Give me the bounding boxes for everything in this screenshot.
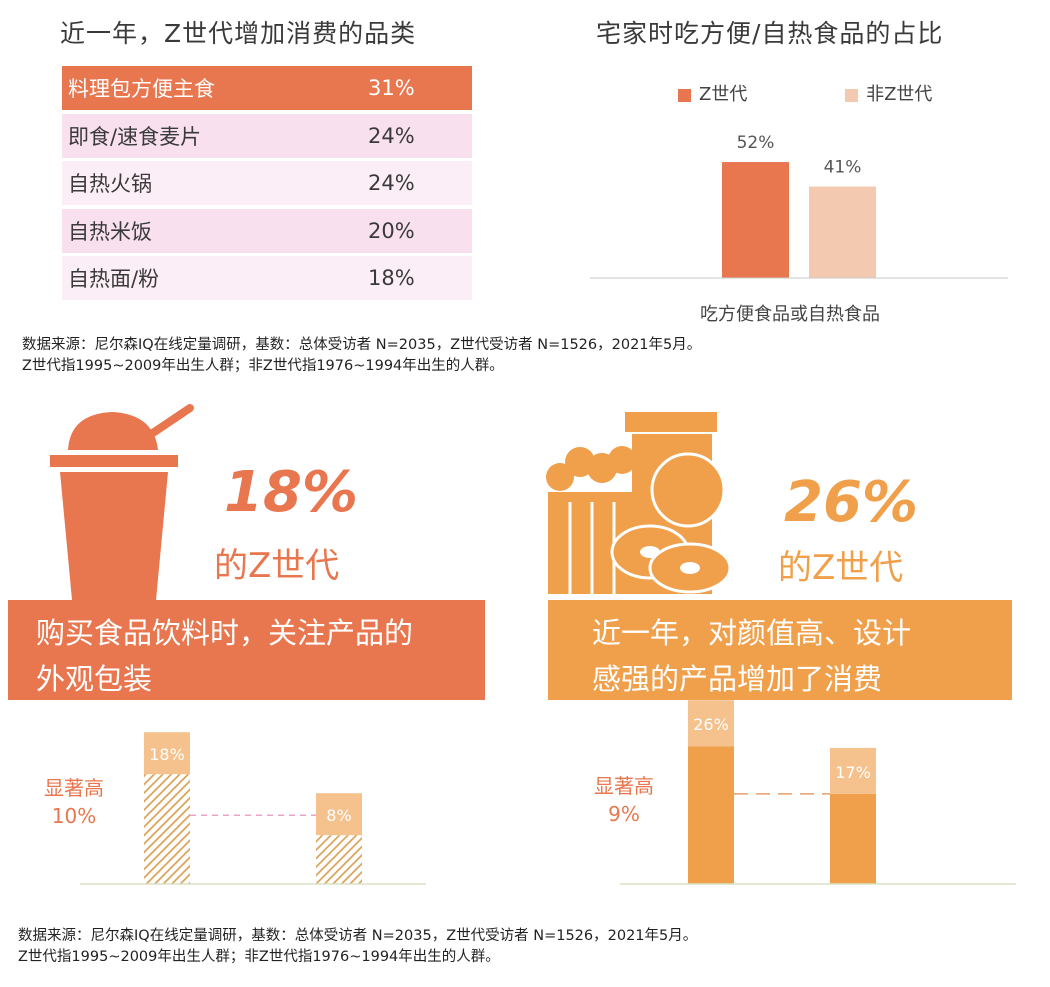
row-label: 自热火锅 <box>68 172 152 196</box>
bar-label-box <box>688 700 734 747</box>
big-percent-right: 26% <box>784 470 919 535</box>
bottom-right-chart: 26% 17% <box>620 700 1016 885</box>
table-title: 近一年，Z世代增加消费的品类 <box>60 19 417 48</box>
source-note-top: 数据来源：尼尔森IQ在线定量调研，基数：总体受访者 N=2035，Z世代受访者 … <box>22 335 701 377</box>
bar-label-box <box>830 747 876 794</box>
hatched-bar <box>316 835 362 884</box>
row-value: 20% <box>368 218 415 243</box>
banner-right-line1: 近一年，对颜值高、设计 <box>592 616 912 650</box>
big-percent-left: 18% <box>224 460 359 525</box>
hatched-bar <box>144 774 190 884</box>
chart-legend: Z世代 非Z世代 <box>678 80 932 106</box>
row-value: 24% <box>368 123 415 148</box>
table-row: 即食/速食麦片 24% <box>62 113 472 158</box>
row-value: 31% <box>368 76 415 100</box>
bar <box>830 793 876 884</box>
table-row: 料理包方便主食 31% <box>62 66 472 110</box>
banner-left: 购买食品饮料时，关注产品的 外观包装 <box>8 600 485 700</box>
banner-right-line2: 感强的产品增加了消费 <box>592 662 883 696</box>
table-row: 自热米饭 20% <box>62 208 472 253</box>
row-label: 自热面/粉 <box>68 267 160 291</box>
bar-value-label: 17% <box>835 763 871 782</box>
row-label: 即食/速食麦片 <box>68 124 202 149</box>
bar-genz <box>722 162 789 278</box>
row-value: 18% <box>368 266 415 290</box>
genz-caption-right: 的Z世代 <box>778 548 904 588</box>
banner-left-line2: 外观包装 <box>36 662 153 696</box>
bar-non-genz <box>809 186 876 278</box>
table-row: 自热火锅 24% <box>62 161 472 205</box>
diff-label-right: 显著高 9% <box>594 774 654 826</box>
snack-food-icon <box>546 412 732 594</box>
drink-cup-icon <box>50 404 194 600</box>
source-note-bottom: 数据来源：尼尔森IQ在线定量调研，基数：总体受访者 N=2035，Z世代受访者 … <box>18 926 697 968</box>
diff-label-left: 显著高 10% <box>44 776 104 828</box>
bar-chart-title: 宅家时吃方便/自热食品的占比 <box>596 19 944 48</box>
legend-item-genz: Z世代 <box>678 84 747 105</box>
genz-caption-left: 的Z世代 <box>214 546 340 586</box>
source-note-line: 数据来源：尼尔森IQ在线定量调研，基数：总体受访者 N=2035，Z世代受访者 … <box>18 928 698 944</box>
bar-value-label: 18% <box>149 745 185 764</box>
source-note-line: 数据来源：尼尔森IQ在线定量调研，基数：总体受访者 N=2035，Z世代受访者 … <box>22 337 702 353</box>
bar <box>688 746 734 884</box>
row-label: 自热米饭 <box>68 219 152 244</box>
source-note-line: Z世代指1995~2009年出生人群；非Z世代指1976~1994年出生的人群。 <box>18 949 500 965</box>
bar-label-box <box>316 793 362 836</box>
bar-value-label: 41% <box>824 158 862 178</box>
bar-value-label: 26% <box>693 715 729 734</box>
row-value: 24% <box>368 171 415 195</box>
banner-right: 近一年，对颜值高、设计 感强的产品增加了消费 <box>548 600 1012 700</box>
top-bar-chart: 52% 41% <box>590 133 1008 279</box>
table-row: 自热面/粉 18% <box>62 256 472 300</box>
source-note-line: Z世代指1995~2009年出生人群；非Z世代指1976~1994年出生的人群。 <box>22 358 504 374</box>
banner-left-line1: 购买食品饮料时，关注产品的 <box>36 616 414 650</box>
bar-label-box <box>144 732 190 775</box>
row-label: 料理包方便主食 <box>68 77 215 101</box>
legend-item-non-genz: 非Z世代 <box>845 84 932 105</box>
bottom-left-chart: 18% 8% <box>80 732 426 885</box>
bar-value-label: 52% <box>737 133 775 153</box>
x-axis-label: 吃方便食品或自热食品 <box>700 304 880 325</box>
bar-value-label: 8% <box>326 806 351 825</box>
